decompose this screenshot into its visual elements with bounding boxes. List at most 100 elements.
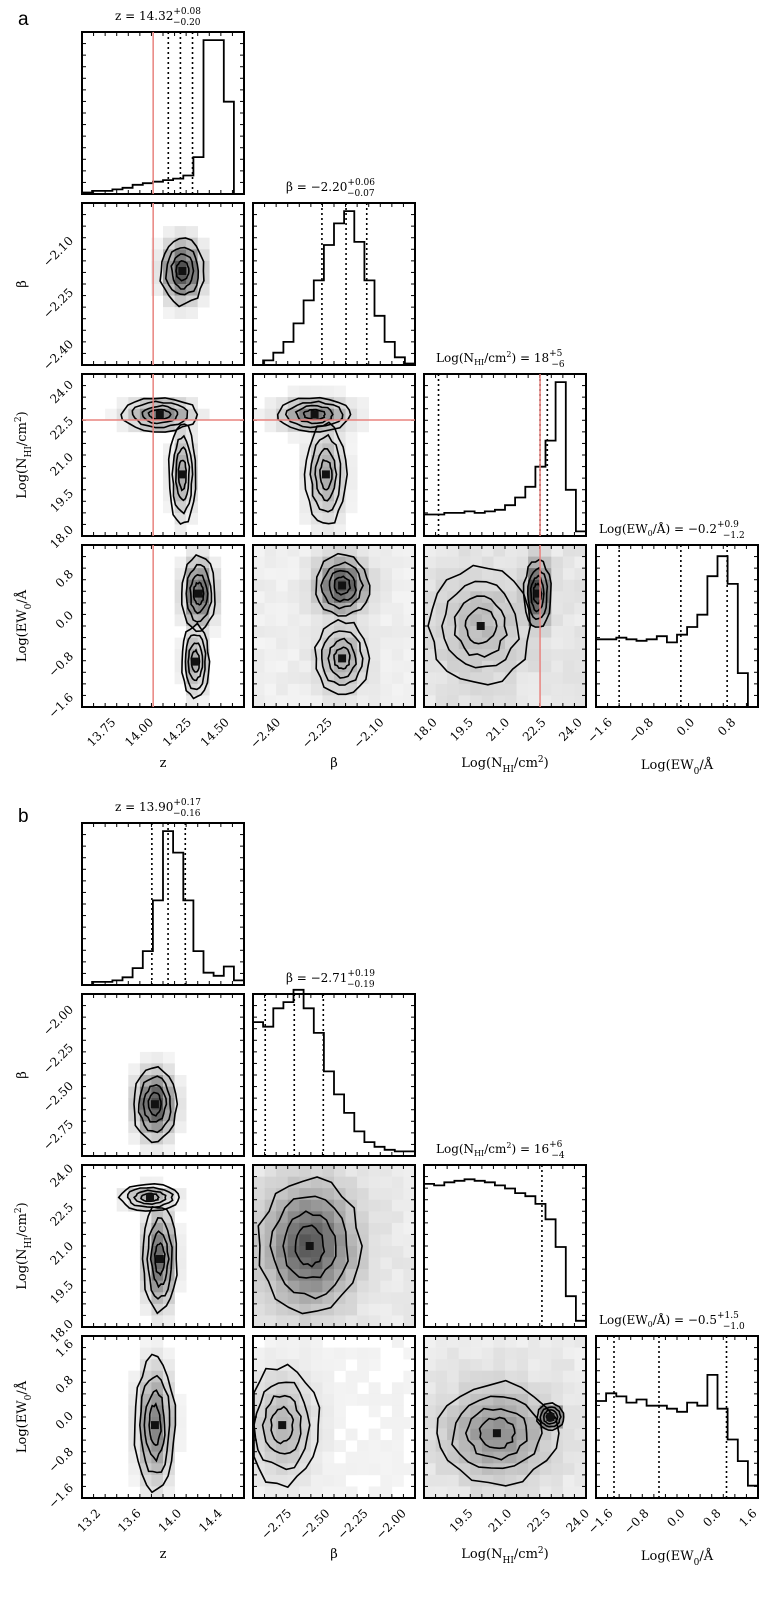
- ylabel-ew: Log(EW0/Å: [14, 589, 34, 662]
- xtick-nhi-1: 21.0: [486, 1506, 515, 1535]
- density-ew-vs-beta: [253, 545, 416, 708]
- xtick-ew-4: 1.6: [736, 1506, 759, 1529]
- xlabel-nhi: Log(NHI/cm2): [461, 755, 548, 775]
- xtick-z-3: 14.50: [198, 715, 232, 749]
- xlabel-ew: Log(EW0/Å: [641, 757, 714, 777]
- xtick-beta-2: −2.10: [351, 715, 387, 751]
- ytick-nhi-3: 22.5: [47, 1200, 76, 1229]
- xlabel-beta: β: [330, 756, 338, 771]
- xtick-nhi-2: 21.0: [484, 715, 513, 744]
- xtick-ew-0: −1.6: [585, 1506, 616, 1537]
- xtick-ew-1: −0.8: [621, 1506, 652, 1537]
- ytick-nhi-4: 24.0: [47, 1161, 76, 1190]
- ylabel-nhi: Log(NHI/cm2): [14, 411, 34, 498]
- histogram-nhi: [423, 1178, 587, 1327]
- xtick-ew-3: 0.8: [700, 1506, 723, 1529]
- xtick-ew-3: 0.8: [715, 715, 738, 738]
- histogram-beta: [252, 988, 416, 1156]
- cell-beta-vs-z: [81, 993, 245, 1157]
- xtick-ew-2: 0.0: [664, 1506, 687, 1529]
- ytick-nhi-1: 19.5: [47, 1278, 76, 1307]
- histogram-beta: [253, 210, 416, 366]
- ytick-ew-0: −1.6: [46, 1481, 77, 1512]
- cell-ew-vs-beta: [252, 544, 416, 708]
- title-ew: Log(EW0/Å) = −0.5+1.5 −1.0: [599, 1311, 745, 1332]
- xtick-z-2: 14.0: [156, 1506, 185, 1535]
- ytick-beta-2: −2.50: [40, 1079, 76, 1115]
- cell-nhi-vs-z: [81, 373, 245, 537]
- ytick-nhi-0: 18.0: [47, 523, 76, 552]
- density-ew-vs-beta: [253, 1336, 416, 1499]
- histogram-z: [81, 39, 244, 195]
- ytick-beta-3: −2.75: [40, 1117, 76, 1153]
- cell-nhi-vs-beta: [252, 1164, 416, 1328]
- ytick-ew-3: 0.8: [53, 1373, 76, 1396]
- cell-ew-vs-ew: [595, 544, 759, 708]
- panel-label-b: b: [18, 806, 29, 827]
- cell-ew-vs-z: [81, 544, 245, 708]
- ytick-nhi-4: 24.0: [47, 377, 76, 406]
- density-ew-vs-z: [174, 545, 222, 708]
- density-beta-vs-z: [128, 1051, 187, 1157]
- ylabel-beta: β: [15, 1071, 30, 1079]
- cell-beta-vs-beta: [252, 988, 416, 1157]
- panel-label-a: a: [18, 9, 29, 30]
- xtick-nhi-1: 19.5: [447, 715, 476, 744]
- ytick-nhi-2: 21.0: [47, 1239, 76, 1268]
- xlabel-ew: Log(EW0/Å: [641, 1548, 714, 1568]
- cell-ew-vs-beta: [252, 1335, 416, 1499]
- xtick-z-0: 13.75: [84, 715, 118, 749]
- density-nhi-vs-z: [105, 397, 210, 537]
- cell-beta-vs-beta: [252, 202, 416, 366]
- xtick-z-3: 14.4: [196, 1506, 225, 1535]
- xtick-nhi-3: 22.5: [520, 715, 549, 744]
- ytick-beta-1: −2.25: [40, 285, 76, 321]
- xlabel-nhi: Log(NHI/cm2): [461, 1546, 548, 1566]
- ytick-beta-0: −2.00: [40, 1002, 76, 1038]
- cell-ew-vs-z: [81, 1335, 245, 1499]
- title-ew: Log(EW0/Å) = −0.2+0.9 −1.2: [599, 520, 745, 541]
- density-ew-vs-nhi: [424, 1336, 587, 1499]
- cell-nhi-vs-nhi: [423, 1164, 587, 1328]
- ytick-nhi-1: 19.5: [47, 486, 76, 515]
- cell-ew-vs-nhi: [423, 1335, 587, 1499]
- ytick-ew-1: −0.8: [46, 649, 77, 680]
- title-beta: β = −2.20+0.06 −0.07: [286, 178, 375, 199]
- title-beta: β = −2.71+0.19 −0.19: [286, 969, 375, 990]
- ytick-ew-1: −0.8: [46, 1445, 77, 1476]
- histogram-ew: [595, 555, 758, 708]
- cell-z-vs-z: [81, 31, 245, 195]
- xtick-nhi-0: 18.0: [411, 715, 440, 744]
- density-ew-vs-nhi: [424, 545, 587, 708]
- ytick-ew-3: 0.8: [53, 567, 76, 590]
- ytick-beta-0: −2.40: [40, 337, 76, 373]
- density-ew-vs-z: [128, 1336, 187, 1499]
- xtick-ew-0: −1.6: [584, 715, 615, 746]
- title-z: z = 13.90+0.17 −0.16: [115, 798, 201, 819]
- xlabel-beta: β: [330, 1547, 338, 1562]
- cell-nhi-vs-z: [81, 1164, 245, 1328]
- xtick-beta-3: −2.00: [373, 1506, 409, 1542]
- ylabel-beta: β: [15, 280, 30, 288]
- xtick-nhi-2: 22.5: [524, 1506, 553, 1535]
- title-nhi: Log(NHI/cm2) = 18+5 −6: [436, 349, 565, 370]
- histogram-nhi: [423, 381, 587, 536]
- cell-nhi-vs-nhi: [423, 373, 587, 537]
- axes-frame-ew-vs-ew: [595, 1335, 759, 1499]
- corner-panel-a: 13.75 14.00 14.25 14.50 −2.40 −2.25 −2.10 18.0 1…: [14, 7, 759, 777]
- density-beta-vs-z: [151, 226, 210, 319]
- density-nhi-vs-beta: [253, 1165, 416, 1328]
- xtick-z-1: 13.6: [115, 1506, 144, 1535]
- corner-panel-b: 13.2 13.6 14.0 14.4 −2.75 −2.50 −2.25 −2.00 19.5…: [14, 798, 760, 1568]
- title-z: z = 14.32+0.08 −0.20: [115, 7, 201, 28]
- ytick-ew-2: 0.0: [53, 1409, 76, 1432]
- xlabel-z: z: [160, 1547, 167, 1562]
- xtick-beta-0: −2.75: [258, 1506, 294, 1542]
- ytick-nhi-3: 22.5: [47, 414, 76, 443]
- xtick-nhi-4: 24.0: [556, 715, 585, 744]
- ytick-ew-2: 0.0: [53, 608, 76, 631]
- density-nhi-vs-beta: [253, 385, 369, 537]
- ytick-nhi-2: 21.0: [47, 450, 76, 479]
- density-nhi-vs-z: [116, 1176, 187, 1328]
